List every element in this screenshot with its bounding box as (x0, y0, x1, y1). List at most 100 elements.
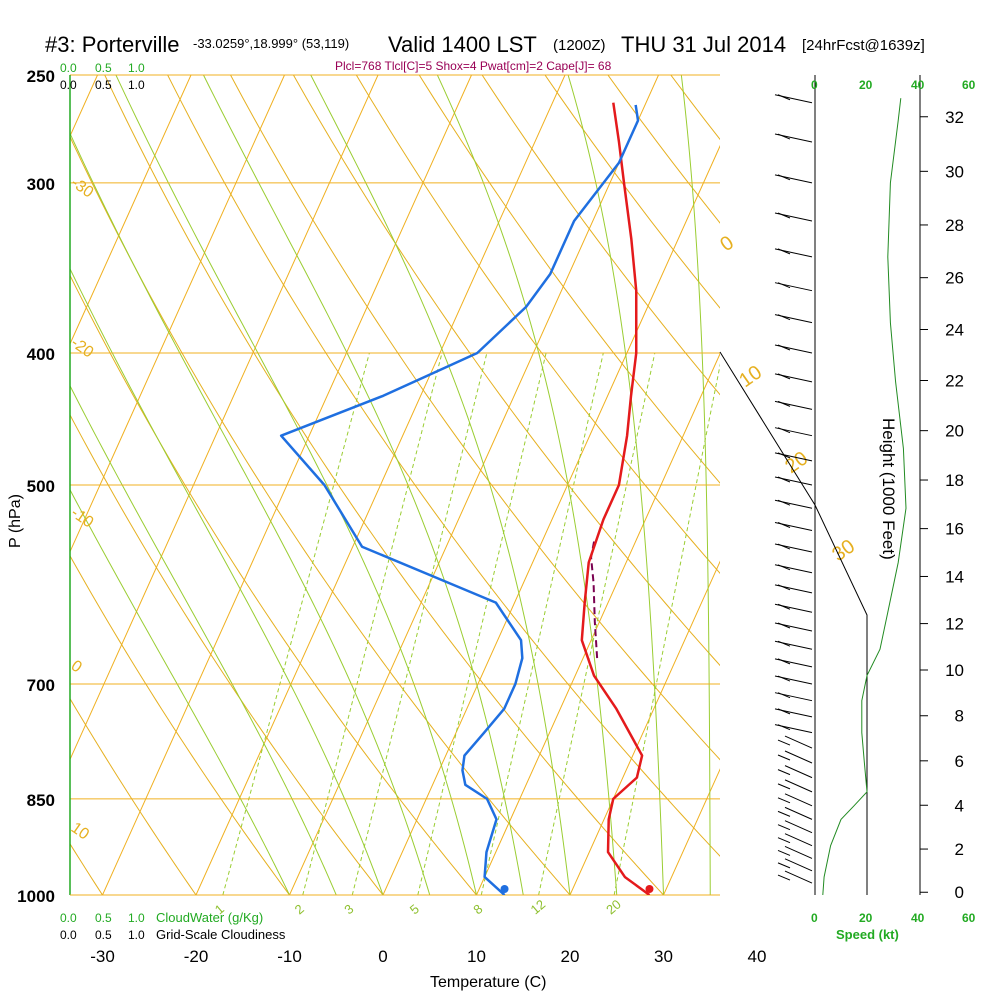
mixing-ratio-label: 2 (292, 901, 307, 917)
dry-adiabat-line (70, 697, 197, 895)
dry-adiabat-line (481, 75, 720, 396)
wind-barb-flag (777, 658, 791, 665)
x-tick-label: 40 (748, 947, 767, 966)
speed-bottom-60: 60 (962, 911, 976, 925)
moist-adiabat-line (70, 267, 384, 895)
wind-barb-flag (777, 452, 791, 459)
mixing-ratio-label: 5 (407, 901, 422, 917)
forecast-run: [24hrFcst@1639z] (802, 37, 925, 54)
wind-barb-flag (777, 810, 791, 817)
isotherm-line (0, 75, 4, 895)
height-tick-label: 24 (945, 321, 964, 340)
dry-adiabat-line (70, 842, 104, 895)
wind-barb-flag (777, 344, 791, 351)
dry-adiabat-line (70, 274, 478, 895)
wind-barb-flag (777, 373, 791, 380)
cloud-bottom-green-0: 0.0 (60, 911, 77, 925)
wind-barb (784, 858, 813, 872)
x-tick-label: -20 (184, 947, 209, 966)
wind-barb-flag (777, 603, 791, 610)
dry-adiabat-line (104, 75, 665, 895)
surface-temperature-dot (645, 885, 654, 893)
mixing-ratio-label: 20 (603, 897, 624, 918)
surface-dewpoint-dot (500, 885, 509, 893)
cloud-bottom-black-0: 0.0 (60, 928, 77, 942)
dry-adiabat-line (229, 75, 720, 761)
cloud-top-black-2: 1.0 (128, 78, 145, 92)
cloud-top-black-0: 0.0 (60, 78, 77, 92)
cloud-top-green-2: 1.0 (128, 61, 145, 75)
wind-barb-flag (777, 862, 791, 869)
moist-adiabat-line (70, 488, 290, 895)
valid-time: Valid 1400 LST (388, 32, 537, 57)
wind-barb-flag (777, 174, 791, 181)
height-tick-label: 6 (955, 752, 964, 771)
dry-adiabat-line (607, 75, 720, 224)
pressure-tick-label: 300 (27, 175, 55, 194)
mixing-ratio-line (222, 352, 370, 895)
wind-barb-flag (777, 584, 791, 591)
height-tick-label: 18 (945, 471, 964, 490)
wind-barb-flag (777, 675, 791, 682)
dry-adiabat-label-right: 0 (716, 232, 738, 256)
mixing-ratio-line (480, 352, 604, 895)
cloud-top-black-1: 0.5 (95, 78, 112, 92)
height-tick-label: 32 (945, 108, 964, 127)
wind-barb-flag (777, 797, 791, 804)
wind-speed-scale-top: 0 20 40 60 (811, 78, 976, 92)
wind-barb (784, 735, 813, 749)
y-axis-label: P (hPa) (7, 494, 24, 548)
dry-adiabat-line (355, 75, 720, 574)
wind-barb (784, 765, 813, 779)
wind-barb-flag (777, 708, 791, 715)
wind-barb-flag (777, 522, 791, 528)
thermo-grid (0, 51, 720, 924)
wind-barb-flag (777, 754, 791, 761)
x-tick-label: 0 (378, 947, 387, 966)
wind-barb-flag (777, 212, 791, 219)
dry-adiabat-line (0, 51, 27, 924)
station-title: #3: Porterville (45, 32, 180, 57)
mixing-ratio-label: 3 (341, 901, 356, 917)
mixing-ratio-line (538, 352, 656, 895)
cloud-scale-top: 0.0 0.5 1.0 0.0 0.5 1.0 (60, 61, 145, 92)
cloud-top-green-1: 0.5 (95, 61, 112, 75)
wind-barb-flag (777, 248, 791, 255)
x-tick-label: -10 (277, 947, 302, 966)
wind-barb-flag (777, 724, 791, 731)
mixing-ratio-label: 8 (470, 901, 485, 917)
cloud-bottom-black-2: 1.0 (128, 928, 145, 942)
wind-barb-flag (777, 640, 791, 647)
wind-barb (784, 833, 813, 847)
height-tick-label: 14 (945, 567, 964, 586)
temperature-line (580, 102, 651, 895)
dewpoint-line (279, 104, 640, 895)
wind-barb (784, 806, 813, 820)
moist-adiabat-line (436, 75, 618, 895)
wind-barb-flag (777, 133, 791, 140)
wind-barb-flag (777, 282, 791, 289)
wind-barb-flag (777, 837, 791, 844)
dry-adiabat-label-left: -10 (68, 504, 97, 531)
wind-barb (784, 779, 813, 793)
mixing-ratio-line (351, 352, 488, 895)
wind-barb-flag (777, 427, 791, 434)
moist-adiabat-line (567, 75, 664, 895)
wind-barb-flag (777, 874, 791, 881)
terrain-outline (719, 351, 868, 895)
wind-speed-scale-bottom: 0 20 40 60 Speed (kt) (811, 911, 976, 942)
wind-barb-flag (777, 783, 791, 790)
x-axis-label: Temperature (C) (430, 974, 546, 991)
wind-barb-flag (777, 692, 791, 699)
speed-bottom-40: 40 (911, 911, 925, 925)
wind-barb-flag (777, 622, 791, 629)
wind-barb-flag (777, 476, 791, 483)
cloud-scale-bottom: 0.0 0.5 1.0 CloudWater (g/Kg) 0.0 0.5 1.… (60, 910, 286, 942)
wind-speed-line (822, 98, 907, 896)
dry-adiabat-label-left: 10 (68, 819, 92, 843)
speed-top-40: 40 (911, 78, 925, 92)
speed-label: Speed (kt) (836, 927, 899, 942)
moist-adiabat-line (115, 75, 477, 895)
wind-barb (784, 870, 813, 884)
